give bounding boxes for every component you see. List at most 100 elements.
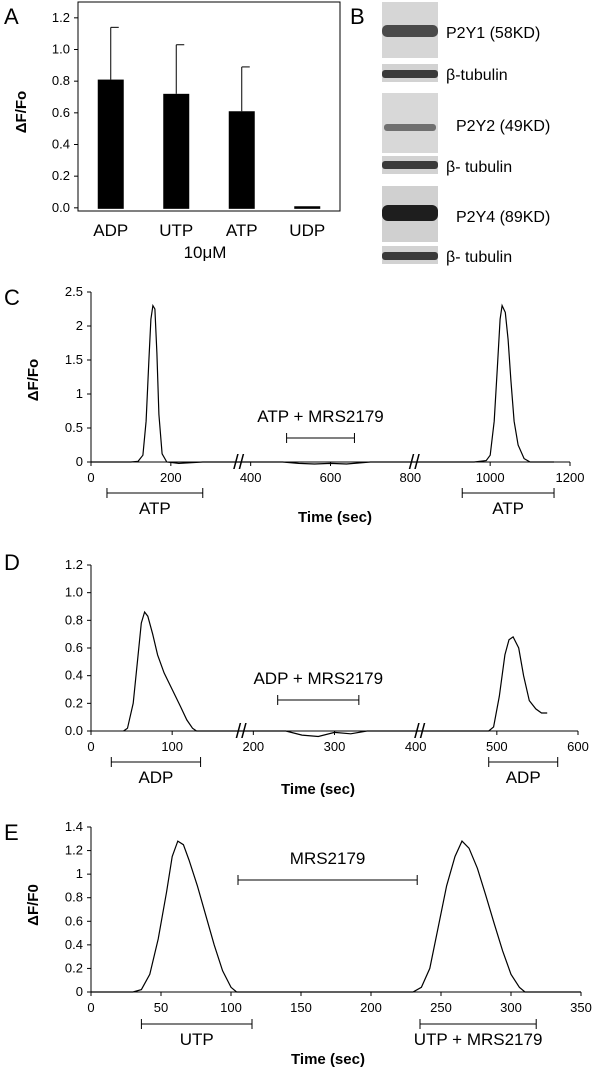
panel-a-ytick-label: 0.2 bbox=[52, 168, 70, 183]
blot-p2y2: P2Y2 (49KD) β- tubulin bbox=[382, 93, 550, 176]
blot-p2y1-band bbox=[382, 25, 438, 37]
panelD-xtick-label: 100 bbox=[161, 739, 183, 754]
panelC-ytick-label: 1.5 bbox=[65, 352, 83, 367]
panel-a-bar bbox=[228, 111, 255, 209]
panelE-xtick-label: 50 bbox=[154, 1000, 168, 1015]
panelE-ytick-label: 0.4 bbox=[65, 937, 83, 952]
panelC-ytick-label: 1 bbox=[76, 386, 83, 401]
panelE-ytick-label: 1 bbox=[76, 866, 83, 881]
panelD-xtick-label: 0 bbox=[87, 739, 94, 754]
panel-a-category-label: ATP bbox=[226, 221, 258, 240]
panelC-xtick-label: 0 bbox=[87, 470, 94, 485]
panel-a-ytick-label: 1.0 bbox=[52, 42, 70, 57]
panelC-trace bbox=[91, 303, 554, 465]
panel-c-xlabel: Time (sec) bbox=[298, 509, 372, 526]
panelC-ytick-label: 0.5 bbox=[65, 420, 83, 435]
panel-a-frame bbox=[77, 1, 341, 212]
panelE-annotation-label: UTP + MRS2179 bbox=[414, 1030, 543, 1049]
panelD-ytick-label: 0.4 bbox=[65, 668, 83, 683]
blot-p2y4-label: P2Y4 (89KD) bbox=[456, 209, 550, 226]
panelD-xtick-label: 500 bbox=[486, 739, 508, 754]
panel-a-ytick-label: 0.6 bbox=[52, 105, 70, 120]
panelE-xtick-label: 150 bbox=[290, 1000, 312, 1015]
panelC-xtick-label: 600 bbox=[320, 470, 342, 485]
panel-c-line-chart: ΔF/Fo Time (sec) 0 0.5 1 1.5 2 2.5 0 200 400 600 8… bbox=[25, 284, 584, 526]
panelD-xtick-label: 600 bbox=[567, 739, 589, 754]
panel-e-ylabel: ΔF/F0 bbox=[25, 884, 42, 926]
panel-a-bar bbox=[97, 79, 124, 209]
panelC-ytick-label: 2 bbox=[76, 318, 83, 333]
panel-letter-e: E bbox=[4, 820, 19, 845]
panel-a-ytick-label: 0.8 bbox=[52, 73, 70, 88]
panel-a-xlabel: 10μM bbox=[184, 243, 227, 262]
panelC-xtick-label: 200 bbox=[160, 470, 182, 485]
panel-letter-b: B bbox=[350, 4, 365, 29]
blot-p2y2-tubulin-band bbox=[382, 161, 438, 169]
blot-p2y1: P2Y1 (58KD) β-tubulin bbox=[382, 2, 540, 84]
panelE-xtick-label: 350 bbox=[570, 1000, 592, 1015]
panelC-xtick-label: 1200 bbox=[556, 470, 585, 485]
panel-a-category-label: UTP bbox=[159, 221, 193, 240]
panelE-xtick-label: 100 bbox=[220, 1000, 242, 1015]
panelC-annotation-label: ATP + MRS2179 bbox=[257, 407, 383, 426]
panel-b-western-blot: P2Y1 (58KD) β-tubulin P2Y2 (49KD) β- tub… bbox=[382, 2, 550, 266]
blot-p2y1-label: P2Y1 (58KD) bbox=[446, 25, 540, 42]
panelE-xtick-label: 300 bbox=[500, 1000, 522, 1015]
blot-p2y2-band-image bbox=[382, 93, 438, 153]
blot-p2y2-tubulin-label: β- tubulin bbox=[446, 159, 512, 176]
panelE-ytick-label: 0.2 bbox=[65, 960, 83, 975]
panelD-ytick-label: 0.2 bbox=[65, 695, 83, 710]
panel-e-line-chart: ΔF/F0 Time (sec) 0 0.2 0.4 0.6 0.8 1 1.2 1.4 0 50… bbox=[25, 819, 592, 1068]
panel-d-line-chart: Time (sec) 0.0 0.2 0.4 0.6 0.8 1.0 1.2 0 100 200 3… bbox=[65, 557, 589, 798]
panelD-trace bbox=[123, 610, 548, 738]
panel-a-bar-chart: ΔF/Fo 10μM 0.0 0.2 0.4 0.6 0.8 1.0 1.2 ADP UTP AT… bbox=[13, 1, 341, 262]
panelD-xtick-label: 400 bbox=[405, 739, 427, 754]
panel-d-xlabel: Time (sec) bbox=[281, 781, 355, 798]
panelC-annotation-label: ATP bbox=[492, 499, 524, 518]
panelC-xtick-label: 400 bbox=[240, 470, 262, 485]
panelD-xtick-label: 300 bbox=[324, 739, 346, 754]
blot-p2y1-tubulin-label: β-tubulin bbox=[446, 67, 508, 84]
panelE-annotation-label: MRS2179 bbox=[290, 849, 366, 868]
panelD-annotation-label: ADP bbox=[138, 768, 173, 787]
panel-a-ytick-label: 0.4 bbox=[52, 137, 70, 152]
panelE-ytick-label: 0.6 bbox=[65, 913, 83, 928]
panelD-annotation-label: ADP bbox=[506, 768, 541, 787]
blot-p2y4-tubulin-band bbox=[382, 252, 438, 260]
panel-c-ylabel: ΔF/Fo bbox=[25, 359, 42, 401]
blot-p2y4-band bbox=[382, 205, 438, 221]
panelE-xtick-label: 250 bbox=[430, 1000, 452, 1015]
panel-letter-d: D bbox=[4, 550, 20, 575]
panelE-trace bbox=[91, 840, 581, 993]
panel-letter-c: C bbox=[4, 285, 20, 310]
panelE-ytick-label: 0 bbox=[76, 984, 83, 999]
panelD-ytick-label: 1.2 bbox=[65, 557, 83, 572]
panelD-ytick-label: 0.0 bbox=[65, 723, 83, 738]
panelE-xtick-label: 200 bbox=[360, 1000, 382, 1015]
panel-a-bar bbox=[294, 206, 321, 209]
panel-a-ylabel: ΔF/Fo bbox=[13, 91, 30, 133]
panelD-axis-break: // bbox=[236, 721, 248, 743]
panelE-annotation-label: UTP bbox=[180, 1030, 214, 1049]
panelD-ytick-label: 0.6 bbox=[65, 640, 83, 655]
panelC-annotation-label: ATP bbox=[139, 499, 171, 518]
blot-p2y2-band bbox=[384, 124, 436, 131]
panel-a-ytick-label: 1.2 bbox=[52, 10, 70, 25]
blot-p2y4-tubulin-label: β- tubulin bbox=[446, 249, 512, 266]
panel-a-bar bbox=[163, 93, 190, 209]
panelD-ytick-label: 1.0 bbox=[65, 585, 83, 600]
panel-a-category-label: UDP bbox=[289, 221, 325, 240]
panelC-ytick-label: 0 bbox=[76, 454, 83, 469]
blot-p2y4: P2Y4 (89KD) β- tubulin bbox=[382, 186, 550, 266]
panelC-axis-break: // bbox=[409, 452, 421, 474]
panelC-ytick-label: 2.5 bbox=[65, 284, 83, 299]
panelD-xtick-label: 200 bbox=[242, 739, 264, 754]
panelD-axis-break: // bbox=[414, 721, 426, 743]
panelD-ytick-label: 0.8 bbox=[65, 612, 83, 627]
blot-p2y1-tubulin-band bbox=[382, 70, 438, 78]
blot-p2y2-label: P2Y2 (49KD) bbox=[456, 118, 550, 135]
panel-a-ytick-label: 0.0 bbox=[52, 200, 70, 215]
panelE-ytick-label: 1.2 bbox=[65, 843, 83, 858]
panelE-ytick-label: 0.8 bbox=[65, 890, 83, 905]
